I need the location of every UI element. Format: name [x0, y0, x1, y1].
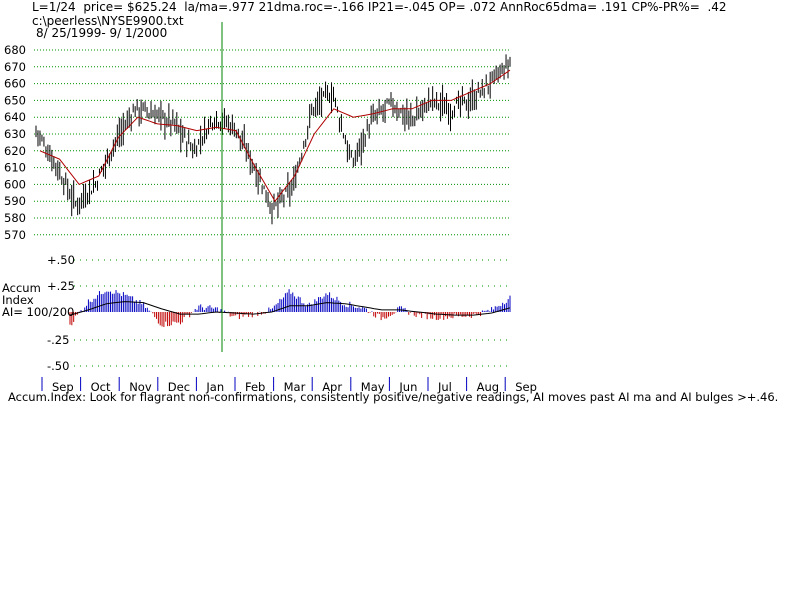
ai-label: Accum: [2, 281, 41, 295]
footer-note: Accum.Index: Look for flagrant non-confi…: [8, 390, 779, 404]
price-tick-label: 640: [4, 110, 26, 124]
month-label: Nov: [129, 380, 152, 394]
price-tick-label: 680: [4, 43, 26, 57]
price-y-axis: 680 670 660 650 640 630 620 610 600 590 580 570: [4, 43, 26, 242]
ai-bars: [69, 289, 511, 328]
month-label: Oct: [91, 380, 111, 394]
price-tick-label: 660: [4, 77, 26, 91]
month-label: Mar: [284, 380, 306, 394]
ai-tick-label: +.50: [47, 253, 75, 267]
month-label: Jun: [398, 380, 417, 394]
price-tick-label: 570: [4, 228, 26, 242]
price-tick-label: 590: [4, 194, 26, 208]
price-tick-label: 610: [4, 161, 26, 175]
month-label: Aug: [477, 380, 499, 394]
ai-tick-label: -.50: [47, 359, 69, 373]
stats-header: L=1/24 price= $625.24 la/ma=.977 21dma.r…: [32, 0, 727, 14]
price-tick-label: 580: [4, 211, 26, 225]
ai-y-axis: +.50 +.25 -.25 -.50: [47, 253, 75, 373]
ai-label: Index: [2, 293, 34, 307]
file-path: c:\peerless\NYSE9900.txt: [32, 14, 184, 28]
price-tick-label: 630: [4, 127, 26, 141]
month-label: Feb: [245, 380, 265, 394]
month-axis: Sep Oct Nov Dec Jan Feb Mar Apr May Jun Jul Aug Sep: [41, 377, 537, 394]
price-tick-label: 670: [4, 60, 26, 74]
chart-canvas: 680 670 660 650 640 630 620 610 600 590 580 570 +.5…: [2, 22, 537, 394]
ai-moving-average-line: [69, 301, 511, 316]
price-bars: [35, 54, 511, 225]
price-tick-label: 650: [4, 93, 26, 107]
ai-tick-label: -.25: [47, 333, 69, 347]
month-label: Sep: [515, 380, 537, 394]
date-range: 8/ 25/1999- 9/ 1/2000: [36, 26, 168, 40]
month-label: May: [361, 380, 385, 394]
month-label: Jan: [205, 380, 224, 394]
ai-label: AI= 100/200: [2, 305, 74, 319]
price-tick-label: 620: [4, 144, 26, 158]
month-label: Sep: [52, 380, 74, 394]
price-tick-label: 600: [4, 177, 26, 191]
price-moving-average-line: [39, 69, 511, 203]
ai-tick-label: +.25: [47, 279, 75, 293]
month-label: Jul: [437, 380, 452, 394]
ai-grid: [74, 259, 510, 367]
month-label: Apr: [322, 380, 342, 394]
month-label: Dec: [168, 380, 190, 394]
